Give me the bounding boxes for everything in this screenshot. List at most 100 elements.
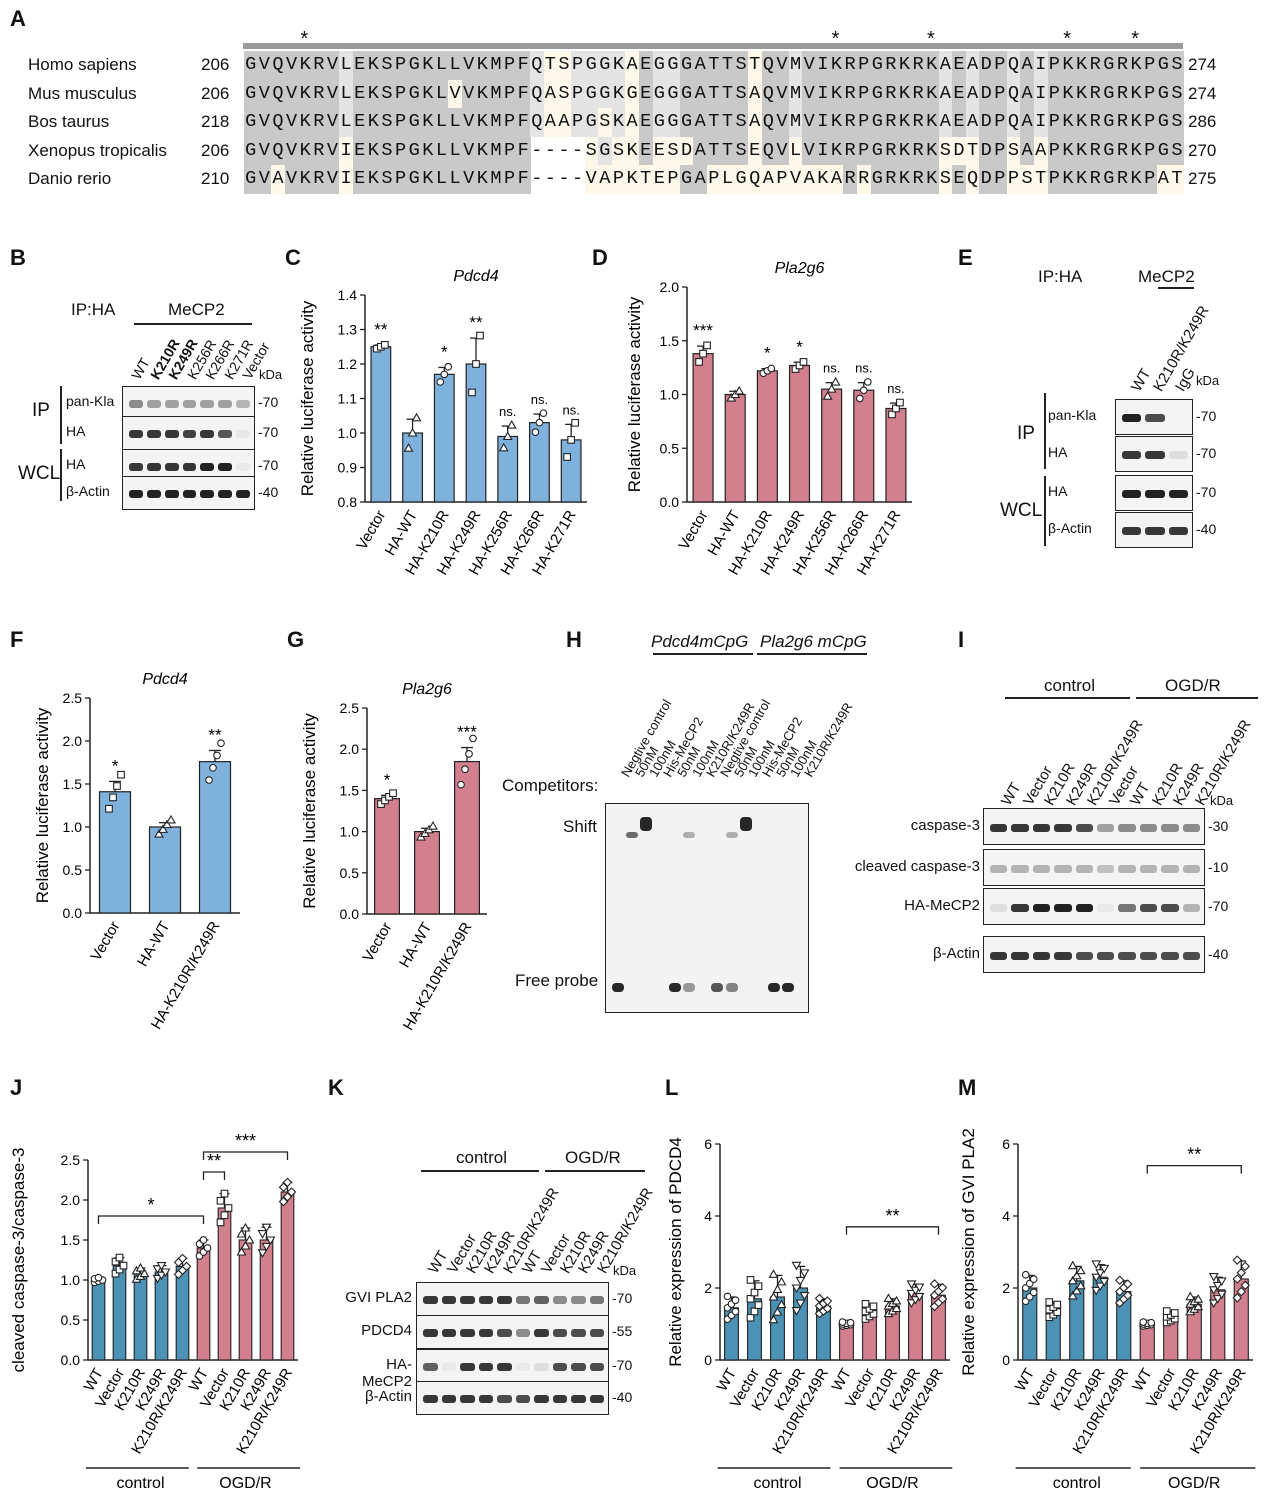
data-point — [1053, 1300, 1062, 1309]
blot-band — [552, 1395, 567, 1403]
data-point — [468, 388, 476, 397]
residue: A — [626, 111, 638, 132]
blot-band — [164, 463, 179, 471]
blot-strip — [416, 1315, 609, 1349]
alignment-cell — [611, 165, 626, 194]
alignment-cell — [870, 79, 885, 108]
alignment-cell — [421, 108, 436, 137]
data-point — [768, 1291, 779, 1301]
alignment-cell — [638, 79, 654, 108]
data-point — [906, 1280, 917, 1290]
blot-band — [1011, 823, 1029, 832]
alignment-cell — [911, 136, 926, 165]
blot-band — [441, 1296, 456, 1304]
y-tick-label: 1.0 — [338, 425, 358, 441]
alignment-cell — [1088, 136, 1103, 165]
blot-band — [1032, 951, 1051, 960]
alignment-cell — [965, 51, 980, 80]
significance-bracket — [845, 1226, 940, 1235]
blot-band — [1139, 823, 1158, 832]
residue: R — [844, 111, 856, 132]
data-point — [768, 1269, 779, 1278]
y-tick-label: 1.3 — [338, 322, 358, 338]
data-point — [1193, 1301, 1204, 1311]
alignment-cell — [284, 79, 299, 108]
data-point — [213, 751, 221, 760]
residue: V — [326, 82, 339, 104]
alignment-cell — [720, 136, 735, 165]
star-marker: * — [1063, 28, 1071, 50]
residue: - — [531, 168, 543, 189]
blot-band — [534, 1363, 549, 1371]
data-point — [1139, 1318, 1148, 1326]
residue: V — [326, 111, 339, 132]
data-point — [563, 453, 571, 461]
residue: G — [599, 139, 611, 161]
residue: G — [871, 54, 883, 75]
data-point — [855, 394, 864, 403]
data-point — [1193, 1294, 1204, 1303]
residue: V — [258, 111, 271, 132]
data-point — [472, 360, 480, 368]
alignment-cell — [788, 79, 803, 108]
alignment-cell — [543, 51, 558, 80]
blot-band — [1122, 490, 1142, 498]
alignment-cell — [1033, 165, 1049, 194]
alignment-cell — [598, 136, 613, 165]
alignment-cell — [720, 51, 735, 80]
alignment-cell — [448, 51, 463, 80]
data-point — [929, 1279, 940, 1289]
residue: P — [858, 111, 870, 132]
blot-band — [146, 400, 161, 408]
residue: T — [721, 111, 734, 132]
x-tick-label: Vector — [87, 919, 123, 964]
data-point — [411, 412, 422, 422]
alignment-cell — [570, 79, 585, 108]
alignment-cell — [1170, 165, 1185, 194]
data-point — [754, 1301, 763, 1309]
data-point — [1122, 1290, 1133, 1301]
residue: G — [653, 54, 666, 75]
residue: R — [313, 54, 325, 75]
star-marker: * — [927, 28, 935, 50]
alignment-cell — [530, 51, 545, 80]
bar — [433, 373, 455, 503]
data-point — [1122, 1279, 1133, 1289]
data-point — [1232, 1293, 1243, 1303]
alignment-cell — [843, 165, 858, 194]
alignment-cell — [693, 136, 708, 165]
h-gel — [605, 803, 809, 1013]
alignment-cell — [1170, 108, 1185, 137]
alignment-cell — [816, 108, 831, 137]
residue: G — [667, 82, 679, 104]
h-free-band — [782, 983, 795, 992]
e-protein-line — [1158, 287, 1194, 289]
blot-band — [1161, 823, 1179, 832]
alignment-cell — [516, 108, 531, 137]
alignment-cell — [1074, 136, 1089, 165]
y-tick-label: 1.0 — [340, 824, 360, 840]
residue: P — [1144, 82, 1156, 104]
data-point — [1075, 1265, 1086, 1275]
residue: K — [1075, 111, 1088, 132]
alignment-cell — [598, 108, 613, 137]
alignment-cell — [666, 79, 681, 108]
alignment-cell — [1033, 108, 1049, 137]
residue: A — [1035, 139, 1047, 161]
alignment-cell — [925, 79, 940, 108]
alignment-cell — [1170, 51, 1185, 80]
alignment-cell — [284, 136, 299, 165]
blot-band — [1161, 951, 1179, 960]
residue: K — [1130, 111, 1142, 132]
data-point — [111, 1269, 120, 1278]
residue: T — [708, 54, 720, 75]
residue: K — [422, 54, 434, 75]
alignment-cell — [1115, 108, 1130, 137]
alignment-cell — [1102, 108, 1117, 137]
significance-label: *** — [457, 723, 477, 742]
alignment-cell — [352, 136, 368, 165]
data-point — [891, 1303, 902, 1313]
bar — [853, 389, 875, 503]
data-point — [1236, 1267, 1247, 1278]
data-point — [1212, 1295, 1223, 1304]
